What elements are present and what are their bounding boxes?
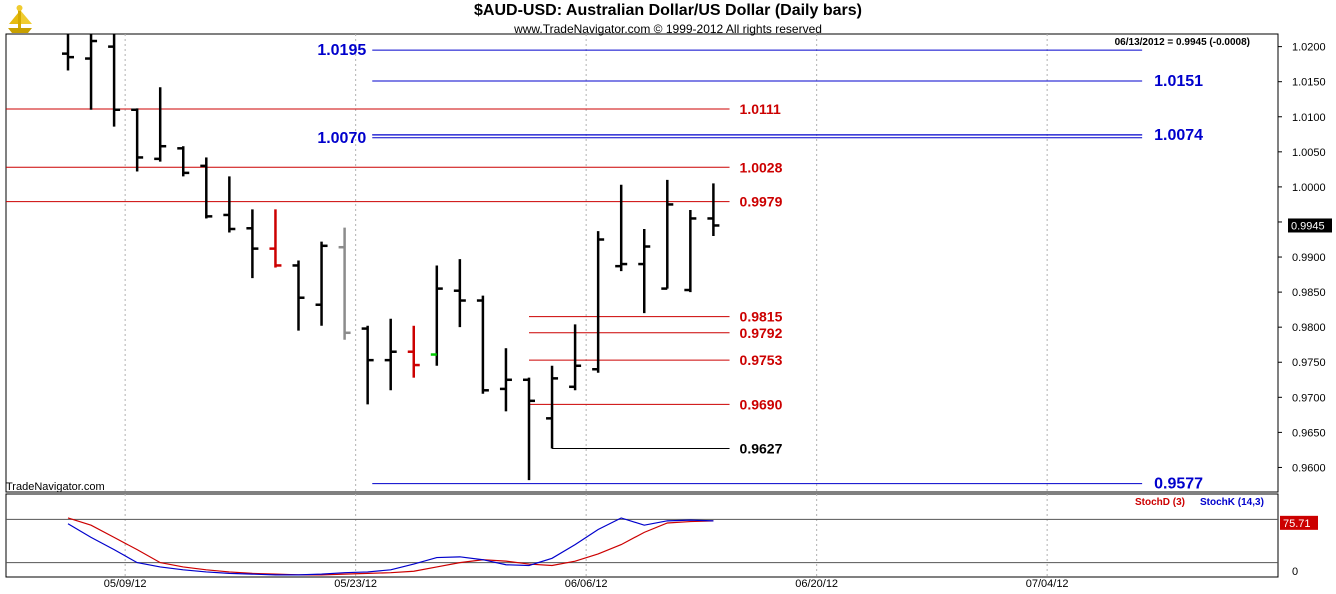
level-label-6: 0.9979 bbox=[740, 194, 783, 210]
price-axis: 1.02001.01501.01001.00501.00000.99500.99… bbox=[1278, 42, 1332, 474]
price-tick-label-8: 0.9800 bbox=[1292, 322, 1326, 334]
ohlc-bar-1 bbox=[85, 34, 98, 110]
ohlc-bar-16 bbox=[430, 265, 443, 366]
date-axis: 05/09/12 05/23/12 06/06/12 06/20/12 07/04/12 bbox=[104, 578, 1069, 590]
ohlc-bar-23 bbox=[592, 231, 605, 373]
ohlc-bar-12 bbox=[338, 227, 351, 340]
legend-stoch-d: StochD (3) bbox=[1135, 497, 1185, 508]
price-tick-label-2: 1.0100 bbox=[1292, 112, 1326, 124]
last-price-label: 0.9945 bbox=[1291, 220, 1325, 232]
date-label-4: 07/04/12 bbox=[1026, 578, 1069, 590]
price-tick-label-11: 0.9650 bbox=[1292, 427, 1326, 439]
price-tick-label-4: 1.0000 bbox=[1292, 182, 1326, 194]
level-label-9: 0.9753 bbox=[740, 352, 783, 368]
ohlc-bar-18 bbox=[476, 295, 489, 394]
stoch-last-box bbox=[1280, 515, 1318, 530]
price-tick-label-0: 1.0200 bbox=[1292, 42, 1326, 54]
ohlc-bar-6 bbox=[200, 157, 213, 219]
ohlc-bar-28 bbox=[707, 183, 720, 236]
ohlc-bar-22 bbox=[569, 324, 582, 391]
legend-stoch-k: StochK (14,3) bbox=[1200, 497, 1264, 508]
level-label-5: 1.0028 bbox=[740, 159, 783, 175]
date-label-2: 06/06/12 bbox=[565, 578, 608, 590]
level-label-2: 1.0111 bbox=[740, 101, 781, 117]
level-label-12: 0.9577 bbox=[1154, 476, 1203, 493]
ohlc-bar-21 bbox=[546, 365, 559, 449]
ohlc-bar-3 bbox=[131, 108, 144, 172]
ohlc-bar-0 bbox=[62, 34, 74, 71]
ohlc-bar-9 bbox=[269, 209, 282, 268]
ohlc-bar-26 bbox=[661, 179, 674, 290]
chart-grid bbox=[124, 34, 1048, 577]
ohlc-bar-4 bbox=[154, 87, 167, 162]
stoch-panel-border bbox=[5, 493, 1279, 578]
price-tick-label-7: 0.9850 bbox=[1292, 287, 1326, 299]
date-label-3: 06/20/12 bbox=[795, 578, 838, 590]
stochastic-panel: 075.71 bbox=[6, 515, 1318, 578]
ohlc-bar-27 bbox=[684, 210, 697, 293]
level-label-4: 1.0074 bbox=[1154, 127, 1203, 144]
price-tick-label-12: 0.9600 bbox=[1292, 462, 1326, 474]
ohlc-bar-11 bbox=[315, 241, 328, 326]
stoch-tick-label-0: 0 bbox=[1292, 566, 1298, 578]
chart-subtitle: www.TradeNavigator.com © 1999-2012 All r… bbox=[514, 22, 822, 36]
date-label-0: 05/09/12 bbox=[104, 578, 147, 590]
price-panel-border bbox=[5, 33, 1279, 493]
level-label-10: 0.9690 bbox=[740, 396, 783, 412]
price-tick-label-10: 0.9700 bbox=[1292, 392, 1326, 404]
price-tick-label-1: 1.0150 bbox=[1292, 77, 1326, 89]
ohlc-bar-13 bbox=[361, 325, 374, 405]
chart-frame bbox=[5, 33, 1279, 578]
ohlc-bar-24 bbox=[615, 184, 628, 272]
stoch-last-label: 75.71 bbox=[1283, 518, 1311, 530]
last-price-box bbox=[1288, 218, 1332, 233]
tradenavigator-logo-icon bbox=[2, 2, 38, 36]
date-label-1: 05/23/12 bbox=[334, 578, 377, 590]
level-label-0: 1.0195 bbox=[317, 42, 366, 59]
ohlc-bar-25 bbox=[638, 228, 651, 314]
price-tick-label-9: 0.9750 bbox=[1292, 357, 1326, 369]
ohlc-bar-5 bbox=[177, 146, 190, 177]
ohlc-bar-10 bbox=[292, 260, 305, 331]
chart-title: $AUD-USD: Australian Dollar/US Dollar (D… bbox=[474, 2, 862, 19]
price-tick-label-3: 1.0050 bbox=[1292, 147, 1326, 159]
level-label-3: 1.0070 bbox=[317, 130, 366, 147]
level-label-1: 1.0151 bbox=[1154, 73, 1203, 90]
level-label-7: 0.9815 bbox=[740, 309, 783, 325]
ohlc-bar-20 bbox=[523, 377, 535, 481]
ohlc-bar-19 bbox=[499, 348, 512, 412]
price-readout: 06/13/2012 = 0.9945 (-0.0008) bbox=[1114, 37, 1250, 48]
ohlc-bar-17 bbox=[453, 259, 466, 328]
stoch-d-line bbox=[67, 517, 714, 576]
stoch-k-line bbox=[67, 517, 714, 576]
ohlc-bar-14 bbox=[384, 318, 397, 391]
ohlc-bar-8 bbox=[246, 209, 259, 279]
brand-label: TradeNavigator.com bbox=[6, 481, 105, 493]
ohlc-bar-15 bbox=[407, 325, 420, 378]
ohlc-bar-7 bbox=[223, 176, 236, 233]
price-tick-label-6: 0.9900 bbox=[1292, 252, 1326, 264]
level-label-11: 0.9627 bbox=[740, 441, 783, 457]
price-bars bbox=[62, 34, 720, 481]
level-label-8: 0.9792 bbox=[740, 325, 783, 341]
price-levels: 1.0195 1.0151 1.0111 1.0070 1.0074 1.0028 0.99… bbox=[6, 42, 1203, 493]
ohlc-bar-2 bbox=[108, 34, 121, 127]
